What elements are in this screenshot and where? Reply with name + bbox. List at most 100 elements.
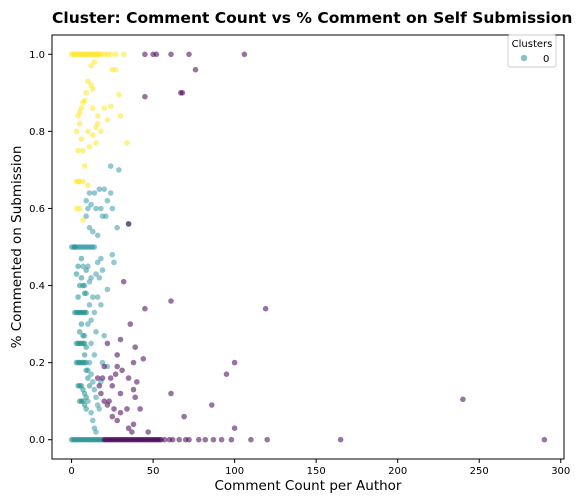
data-point	[120, 51, 127, 58]
data-point	[104, 197, 111, 204]
data-point	[223, 371, 230, 378]
data-point	[130, 421, 137, 428]
data-point	[179, 90, 186, 96]
data-point	[153, 51, 160, 58]
data-point	[88, 371, 94, 378]
data-point	[231, 359, 238, 366]
data-point	[94, 113, 101, 119]
data-point	[125, 425, 132, 432]
x-axis-label: Comment Count per Author	[215, 478, 402, 494]
data-point	[75, 263, 81, 270]
data-point	[140, 356, 147, 362]
y-tick-label: 0.8	[29, 127, 45, 138]
data-point	[117, 336, 124, 343]
data-point	[86, 190, 93, 196]
data-point	[86, 383, 93, 389]
data-point	[80, 263, 86, 270]
x-tick-label: 100	[225, 466, 244, 477]
data-point	[80, 147, 86, 154]
x-tick-label: 0	[68, 466, 74, 477]
data-point	[127, 321, 134, 327]
data-point	[218, 436, 225, 443]
data-point	[114, 417, 120, 424]
data-point	[80, 332, 86, 339]
data-point	[86, 302, 93, 308]
data-point	[107, 163, 114, 169]
data-point	[117, 113, 124, 119]
data-point	[210, 436, 217, 443]
data-point	[209, 402, 215, 408]
x-tick-label: 250	[470, 466, 489, 477]
data-point	[264, 436, 271, 443]
plot-area	[68, 51, 548, 443]
x-tick-label: 200	[388, 466, 407, 477]
data-point	[101, 332, 107, 339]
data-point	[90, 105, 96, 111]
data-point	[85, 128, 91, 135]
data-point	[78, 136, 85, 142]
data-point	[134, 379, 140, 385]
data-point	[117, 390, 124, 397]
data-point	[86, 278, 93, 285]
data-point	[337, 436, 344, 443]
data-point	[93, 124, 99, 131]
y-tick-label: 0.2	[29, 358, 45, 369]
data-point	[142, 93, 148, 100]
data-point	[78, 255, 85, 262]
y-tick-label: 0.4	[29, 281, 45, 292]
y-tick-label: 0.0	[29, 435, 45, 446]
data-point	[112, 51, 119, 58]
data-point	[98, 255, 104, 262]
data-point	[101, 398, 107, 405]
data-point	[109, 251, 116, 258]
data-point	[78, 321, 85, 327]
data-point	[96, 383, 103, 389]
data-point	[161, 436, 168, 443]
data-point	[90, 379, 96, 385]
data-point	[98, 302, 104, 308]
data-point	[104, 117, 111, 123]
data-point	[85, 78, 91, 85]
data-point	[196, 436, 202, 443]
data-point	[186, 51, 192, 58]
data-point	[80, 99, 86, 106]
data-point	[168, 390, 174, 397]
data-point	[541, 436, 548, 443]
data-point	[104, 402, 111, 408]
data-point	[112, 66, 119, 73]
data-point	[109, 413, 116, 420]
legend-marker	[520, 54, 528, 62]
data-point	[228, 436, 235, 443]
data-point	[101, 186, 107, 192]
y-axis-label: % Commented on Submission	[9, 146, 25, 349]
data-point	[137, 406, 143, 412]
data-point	[99, 375, 106, 381]
data-point	[88, 340, 94, 347]
data-point	[88, 201, 94, 208]
data-point	[120, 278, 127, 285]
data-point	[83, 406, 89, 412]
data-point	[94, 375, 101, 381]
data-point	[75, 294, 81, 300]
data-point	[93, 429, 99, 435]
data-point	[81, 359, 88, 366]
data-point	[99, 213, 106, 219]
data-point	[83, 367, 89, 374]
data-point	[83, 213, 89, 219]
data-point	[91, 59, 98, 65]
data-point	[107, 375, 114, 381]
data-point	[80, 282, 86, 289]
legend: Clusters 0	[507, 34, 557, 68]
data-point	[169, 436, 176, 443]
data-point	[142, 51, 148, 58]
data-point	[124, 406, 130, 412]
data-point	[86, 224, 93, 231]
data-point	[202, 436, 209, 443]
data-point	[125, 375, 132, 381]
data-point	[90, 417, 96, 424]
data-point	[241, 51, 248, 58]
data-point	[109, 205, 116, 212]
data-point	[85, 321, 91, 327]
